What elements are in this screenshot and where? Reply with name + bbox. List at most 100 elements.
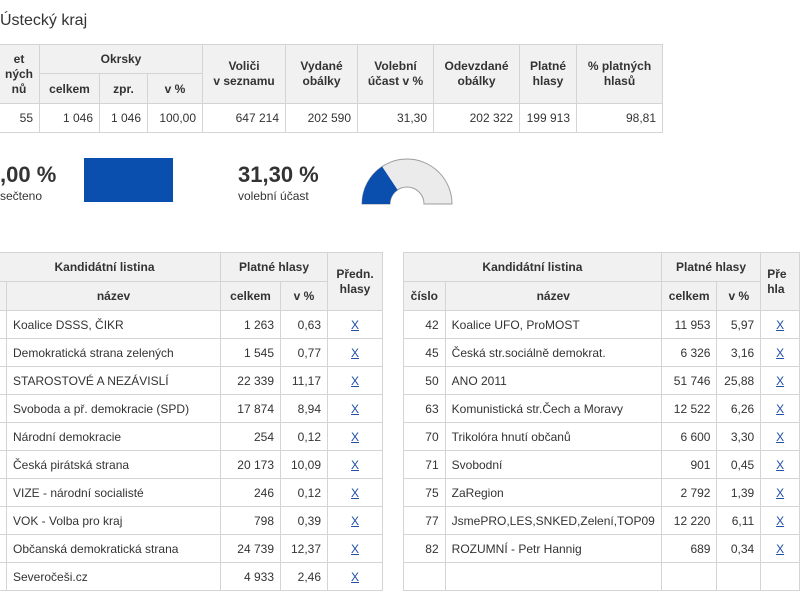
preferential-votes-link[interactable]: X xyxy=(776,345,785,360)
preferential-votes-link[interactable]: X xyxy=(776,317,785,332)
preferential-votes-link[interactable]: X xyxy=(776,457,785,472)
party-name: Koalice UFO, ProMOST xyxy=(444,310,662,339)
votes-total: 24 739 xyxy=(220,534,281,563)
party-name: Koalice DSSS, ČIKR xyxy=(6,310,221,339)
votes-percent: 6,26 xyxy=(716,394,762,423)
header-voters: Voliči v seznamu xyxy=(202,44,287,104)
table-row: Česká pirátská strana 20 173 10,09 X xyxy=(0,450,383,479)
preferential-votes-link[interactable]: X xyxy=(350,345,359,360)
votes-percent: 12,37 xyxy=(280,534,328,563)
counted-progress-bar xyxy=(84,158,173,202)
preferential-votes-link[interactable]: X xyxy=(350,317,359,332)
preferential-votes-cell: X xyxy=(327,394,383,423)
table-row: Koalice DSSS, ČIKR 1 263 0,63 X xyxy=(0,310,383,339)
preferential-votes-link[interactable]: X xyxy=(350,485,359,500)
party-name: Trikolóra hnutí občanů xyxy=(444,422,662,451)
votes-percent: 0,39 xyxy=(280,506,328,535)
preferential-votes-link[interactable]: X xyxy=(776,401,785,416)
preferential-votes-cell: X xyxy=(760,394,800,423)
header-precincts: Okrsky xyxy=(39,44,204,74)
party-name: ANO 2011 xyxy=(444,366,662,395)
party-name: Severočeši.cz xyxy=(6,562,221,591)
party-name: VOK - Volba pro kraj xyxy=(6,506,221,535)
votes-percent: 3,16 xyxy=(716,338,762,367)
votes-total: 6 326 xyxy=(660,338,718,367)
party-number: 82 xyxy=(403,534,446,563)
votes-total: 51 746 xyxy=(660,366,718,395)
preferential-votes-link[interactable]: X xyxy=(350,429,359,444)
empty-cell xyxy=(660,562,718,591)
party-number: 77 xyxy=(403,506,446,535)
preferential-votes-cell: X xyxy=(760,450,800,479)
votes-percent: 3,30 xyxy=(716,422,762,451)
preferential-votes-link[interactable]: X xyxy=(350,373,359,388)
preferential-votes-cell: X xyxy=(327,366,383,395)
value-valid-percent: 98,81 xyxy=(576,103,664,133)
party-number: 45 xyxy=(403,338,446,367)
votes-total: 12 522 xyxy=(660,394,718,423)
value-turnout: 31,30 xyxy=(357,103,435,133)
votes-percent: 5,97 xyxy=(716,310,762,339)
table-row: Občanská demokratická strana 24 739 12,37 X xyxy=(0,534,383,563)
turnout-label: volební účast xyxy=(238,189,309,203)
turnout-gauge-fill xyxy=(362,166,398,204)
party-name: JsmePRO,LES,SNKED,Zelení,TOP09 xyxy=(444,506,662,535)
header-name: název xyxy=(6,281,221,311)
empty-cell xyxy=(760,562,800,591)
value-districts-count: 55 xyxy=(0,103,41,133)
votes-total: 11 953 xyxy=(660,310,718,339)
preferential-votes-link[interactable]: X xyxy=(776,373,785,388)
header-valid-votes: Platné hlasy xyxy=(220,252,328,282)
header-issued-envelopes: Vydané obálky xyxy=(285,44,359,104)
counted-percent: ,00 % xyxy=(0,162,57,187)
table-row: STAROSTOVÉ A NEZÁVISLÍ 22 339 11,17 X xyxy=(0,366,383,395)
preferential-votes-link[interactable]: X xyxy=(350,513,359,528)
party-name: STAROSTOVÉ A NEZÁVISLÍ xyxy=(6,366,221,395)
preferential-votes-link[interactable]: X xyxy=(776,485,785,500)
preferential-votes-link[interactable]: X xyxy=(350,541,359,556)
value-precincts-percent: 100,00 xyxy=(147,103,204,133)
votes-percent: 0,45 xyxy=(716,450,762,479)
votes-total: 1 263 xyxy=(220,310,281,339)
party-name: Demokratická strana zelených xyxy=(6,338,221,367)
header-returned-envelopes: Odevzdané obálky xyxy=(433,44,521,104)
header-districts-count: et ných nů xyxy=(0,44,41,104)
header-candidate-list: Kandidátní listina xyxy=(403,252,662,282)
votes-percent: 0,34 xyxy=(716,534,762,563)
table-row-empty xyxy=(403,562,800,591)
preferential-votes-link[interactable]: X xyxy=(350,569,359,584)
party-name: Národní demokracie xyxy=(6,422,221,451)
preferential-votes-link[interactable]: X xyxy=(776,429,785,444)
party-name: Svobodní xyxy=(444,450,662,479)
preferential-votes-cell: X xyxy=(327,338,383,367)
votes-total: 901 xyxy=(660,450,718,479)
votes-total: 20 173 xyxy=(220,450,281,479)
preferential-votes-link[interactable]: X xyxy=(350,401,359,416)
header-percent: v % xyxy=(280,281,328,311)
party-name: ROZUMNÍ - Petr Hannig xyxy=(444,534,662,563)
header-valid-percent: % platných hlasů xyxy=(576,44,664,104)
votes-percent: 11,17 xyxy=(280,366,328,395)
votes-percent: 8,94 xyxy=(280,394,328,423)
preferential-votes-link[interactable]: X xyxy=(776,541,785,556)
preferential-votes-link[interactable]: X xyxy=(776,513,785,528)
preferential-votes-link[interactable]: X xyxy=(350,457,359,472)
votes-percent: 6,11 xyxy=(716,506,762,535)
party-name: VIZE - národní socialisté xyxy=(6,478,221,507)
preferential-votes-cell: X xyxy=(760,422,800,451)
candidate-table-right: Kandidátní listina Platné hlasy Pře hla č… xyxy=(403,252,800,591)
party-name: Česká pirátská strana xyxy=(6,450,221,479)
votes-percent: 0,77 xyxy=(280,338,328,367)
table-row: Svoboda a př. demokracie (SPD) 17 874 8,94… xyxy=(0,394,383,423)
preferential-votes-cell: X xyxy=(760,338,800,367)
party-name: Občanská demokratická strana xyxy=(6,534,221,563)
header-name: název xyxy=(444,281,662,311)
party-number: 75 xyxy=(403,478,446,507)
party-number: 63 xyxy=(403,394,446,423)
preferential-votes-cell: X xyxy=(760,534,800,563)
empty-cell xyxy=(444,562,662,591)
votes-percent: 0,12 xyxy=(280,422,328,451)
value-precincts-total: 1 046 xyxy=(39,103,101,133)
party-name: Česká str.sociálně demokrat. xyxy=(444,338,662,367)
table-row: 77 JsmePRO,LES,SNKED,Zelení,TOP09 12 220 6,… xyxy=(403,506,800,535)
